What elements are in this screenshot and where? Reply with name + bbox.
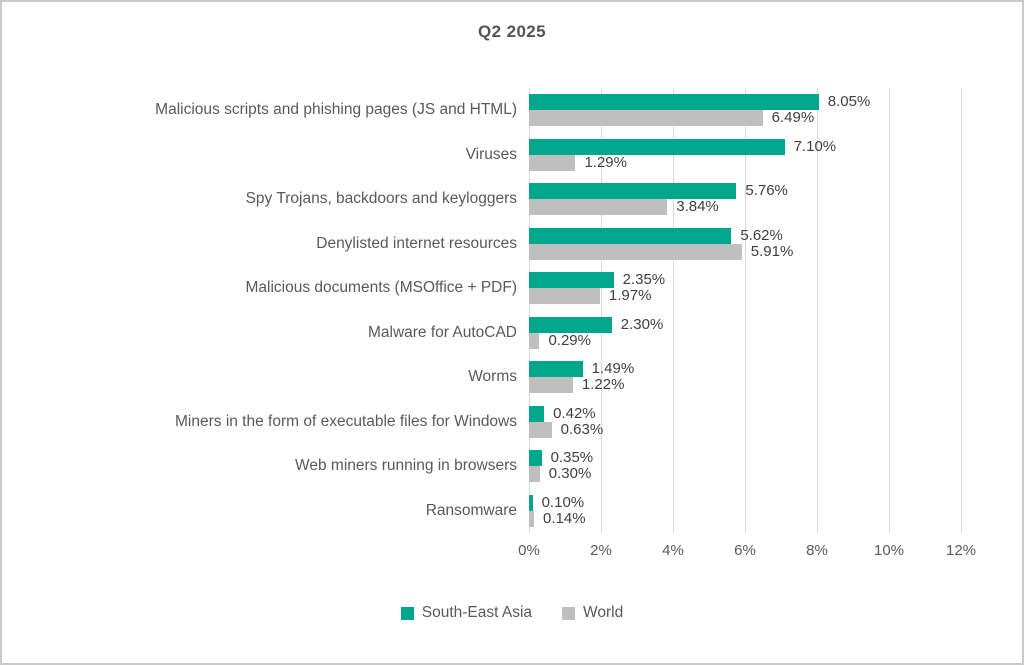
category-label: Denylisted internet resources: [316, 234, 517, 252]
bar-group: 5.76% 3.84%: [529, 177, 1010, 222]
x-tick-label: 0%: [518, 542, 540, 559]
bar-world: [529, 110, 763, 127]
bar-group: 2.30% 0.29%: [529, 310, 1010, 355]
legend-item-south-east-asia: South-East Asia: [400, 604, 533, 622]
value-label: 5.62%: [740, 226, 783, 244]
chart-row: Miners in the form of executable files f…: [14, 399, 1010, 444]
bar-world: [529, 243, 742, 260]
bar-south-east-asia: [529, 450, 542, 467]
x-tick-label: 12%: [945, 542, 977, 559]
category-label: Malicious documents (MSOffice + PDF): [245, 279, 517, 297]
value-label: 0.10%: [541, 493, 585, 511]
bar-group: 7.10% 1.29%: [529, 132, 1010, 177]
bar-group: 5.62% 5.91%: [529, 221, 1010, 266]
chart-row: Malware for AutoCAD 2.30% 0.29%: [14, 310, 1010, 355]
chart-row: Worms 1.49% 1.22%: [14, 355, 1010, 400]
value-label: 0.35%: [550, 449, 594, 467]
bar-group: 0.42% 0.63%: [529, 399, 1010, 444]
x-tick-label: 8%: [806, 542, 828, 559]
x-tick-label: 6%: [734, 542, 756, 559]
bar-south-east-asia: [529, 405, 545, 422]
bar-world: [529, 377, 573, 394]
value-label: 2.30%: [620, 315, 664, 333]
value-label: 5.76%: [745, 182, 788, 200]
category-label: Worms: [468, 368, 517, 386]
bar-south-east-asia: [529, 227, 732, 244]
bar-group: 2.35% 1.97%: [529, 266, 1010, 311]
bar-group: 0.35% 0.30%: [529, 444, 1010, 489]
bar-south-east-asia: [529, 138, 785, 155]
category-label: Miners in the form of executable files f…: [175, 412, 517, 430]
chart-row: Malicious scripts and phishing pages (JS…: [14, 88, 1010, 133]
x-tick-label: 2%: [590, 542, 612, 559]
bar-south-east-asia: [529, 183, 737, 200]
chart-row: Viruses 7.10% 1.29%: [14, 132, 1010, 177]
bar-world: [529, 154, 576, 171]
x-tick-label: 10%: [873, 542, 905, 559]
value-label: 3.84%: [676, 198, 719, 216]
chart-title: Q2 2025: [477, 22, 547, 41]
legend-label: South-East Asia: [421, 604, 533, 621]
value-label: 1.97%: [608, 287, 652, 305]
value-label: 1.22%: [581, 376, 625, 394]
chart-row: Web miners running in browsers 0.35% 0.30%: [14, 444, 1010, 489]
value-label: 7.10%: [793, 137, 837, 155]
bar-chart-rows: Malicious scripts and phishing pages (JS…: [14, 88, 1010, 533]
legend-swatch-icon: [400, 606, 414, 620]
bar-group: 8.05% 6.49%: [529, 88, 1010, 133]
bar-group: 0.10% 0.14%: [529, 488, 1010, 533]
bar-group: 1.49% 1.22%: [529, 355, 1010, 400]
x-axis: 0% 2% 4% 6% 8% 10% 12%: [518, 542, 1010, 572]
category-label: Malicious scripts and phishing pages (JS…: [155, 101, 517, 119]
value-label: 0.63%: [560, 420, 604, 438]
bar-south-east-asia: [529, 316, 612, 333]
bar-south-east-asia: [529, 94, 819, 111]
bar-south-east-asia: [529, 494, 533, 511]
legend-swatch-icon: [562, 606, 576, 620]
chart-row: Spy Trojans, backdoors and keyloggers 5.7…: [14, 177, 1010, 222]
value-label: 1.29%: [584, 153, 627, 171]
value-label: 0.29%: [548, 331, 591, 349]
chart-row: Ransomware 0.10% 0.14%: [14, 488, 1010, 533]
value-label: 5.91%: [750, 242, 794, 260]
bar-world: [529, 421, 552, 438]
x-tick-label: 4%: [662, 542, 684, 559]
chart-row: Denylisted internet resources 5.62% 5.91%: [14, 221, 1010, 266]
legend: South-East Asia World: [14, 604, 1010, 622]
legend-item-world: World: [562, 604, 623, 622]
bar-south-east-asia: [529, 272, 614, 289]
category-label: Spy Trojans, backdoors and keyloggers: [245, 190, 517, 208]
value-label: 8.05%: [827, 93, 871, 111]
bar-world: [529, 199, 668, 216]
value-label: 0.30%: [548, 465, 592, 483]
value-label: 0.14%: [543, 509, 586, 527]
chart-row: Malicious documents (MSOffice + PDF) 2.35…: [14, 266, 1010, 311]
bar-world: [529, 332, 540, 349]
bar-south-east-asia: [529, 361, 583, 378]
value-label: 2.35%: [622, 271, 666, 289]
value-label: 0.42%: [553, 404, 596, 422]
category-label: Web miners running in browsers: [295, 457, 517, 475]
bar-world: [529, 466, 540, 483]
category-label: Ransomware: [425, 501, 517, 519]
value-label: 1.49%: [591, 360, 635, 378]
bar-world: [529, 288, 600, 305]
value-label: 6.49%: [771, 109, 815, 127]
category-label: Viruses: [465, 145, 517, 163]
category-label: Malware for AutoCAD: [367, 323, 517, 341]
legend-label: World: [583, 604, 624, 621]
bar-world: [529, 510, 535, 527]
